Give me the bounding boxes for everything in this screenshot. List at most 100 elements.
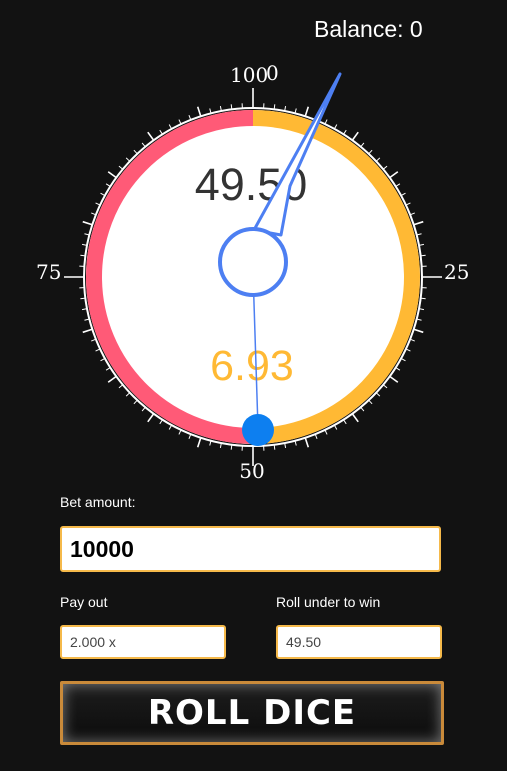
balance-label: Balance:	[314, 16, 404, 42]
dial-tick	[284, 105, 287, 112]
result-pointer-line	[252, 271, 259, 429]
dial-tick	[405, 202, 411, 206]
dial-tick	[133, 399, 138, 405]
dice-dial: 49.50 6.93 100 0 25 50 75	[36, 61, 469, 483]
dial-tick	[178, 429, 182, 435]
dial-tick	[230, 444, 233, 450]
dial-tick	[95, 202, 101, 206]
dial-tick	[420, 254, 426, 257]
dial-tick	[360, 406, 365, 412]
dial-tick	[209, 108, 212, 114]
roll-dice-button[interactable]: ROLL DICE	[60, 681, 444, 745]
dial-tick	[304, 106, 310, 117]
dial-tick	[418, 243, 425, 246]
dial-tick	[382, 165, 388, 170]
dial-tick	[168, 424, 173, 430]
needle-hub[interactable]	[218, 227, 288, 297]
win-range-arc	[252, 110, 420, 444]
dial-tick	[147, 131, 155, 141]
dial-tick	[100, 357, 106, 362]
dial-tick	[405, 348, 411, 352]
dial-tick	[389, 171, 399, 179]
dial-tick	[389, 375, 399, 383]
payout-label: Pay out	[60, 594, 108, 610]
dial-tick	[409, 338, 415, 342]
scale-label-75: 75	[36, 260, 61, 284]
dial-tick	[351, 131, 359, 141]
dial-tick	[196, 437, 202, 448]
dial-tick	[418, 308, 425, 311]
dial-tick	[304, 437, 310, 448]
scale-label-50: 50	[239, 459, 264, 483]
dial-tick	[84, 233, 90, 236]
dial-tick	[375, 392, 381, 397]
dial-tick	[420, 297, 426, 300]
dial-tick	[343, 129, 347, 135]
balance-value: 0	[409, 16, 423, 42]
dial-tick	[118, 384, 124, 389]
dial-tick	[168, 124, 173, 130]
dial-tick	[159, 419, 163, 425]
dial-tick	[273, 444, 276, 450]
dial-tick	[95, 348, 101, 352]
dial-tick	[409, 212, 415, 216]
dial-tick	[375, 157, 381, 162]
dial-tick	[91, 338, 97, 342]
dial-tick	[416, 318, 422, 321]
dial-tick	[196, 106, 202, 117]
dial-tick	[141, 142, 146, 148]
dial-tick	[81, 243, 88, 246]
dial-tick	[368, 399, 373, 405]
dial-tick	[188, 433, 192, 439]
dial-tick	[351, 413, 359, 423]
dial-tick	[84, 318, 90, 321]
dial-tick	[294, 440, 297, 446]
roll-under-input[interactable]	[276, 625, 442, 659]
lose-range-arc	[86, 110, 259, 444]
dial-tick	[107, 375, 117, 383]
dial-tick	[147, 413, 155, 423]
dial-tick	[159, 129, 163, 135]
dial-tick	[413, 328, 424, 334]
dial-tick	[273, 104, 276, 110]
dial-tick	[382, 384, 388, 389]
dial-tick	[219, 442, 222, 449]
dial-tick	[416, 233, 422, 236]
dial-tick	[80, 254, 86, 257]
dial-tick	[82, 328, 93, 334]
dial-tick	[324, 429, 328, 435]
payout-input[interactable]	[60, 625, 226, 659]
bet-amount-label: Bet amount:	[60, 494, 136, 510]
bet-amount-input[interactable]	[60, 526, 441, 572]
scale-label-25: 25	[444, 260, 469, 284]
scale-label-100: 100	[230, 63, 268, 87]
dial-tick	[133, 149, 138, 155]
dial-tick	[284, 442, 287, 449]
dial-tick	[368, 149, 373, 155]
dial-tick	[413, 220, 424, 226]
roll-under-label: Roll under to win	[276, 594, 381, 610]
dial-tick	[400, 192, 406, 197]
dial-tick	[118, 165, 124, 170]
dial-tick	[107, 171, 117, 179]
dial-tick	[105, 183, 111, 187]
dial-tick	[105, 367, 111, 371]
dial-tick	[141, 406, 146, 412]
result-value-text: 6.93	[210, 342, 294, 390]
dial-tick	[81, 308, 88, 311]
result-marker	[242, 414, 274, 446]
dial-tick	[209, 440, 212, 446]
dial-tick	[400, 357, 406, 362]
scale-label-0: 0	[266, 61, 279, 85]
dial-tick	[333, 424, 338, 430]
dial-tick	[125, 157, 131, 162]
dial-tick	[219, 105, 222, 112]
balance-display: Balance: 0	[314, 16, 423, 43]
dial-tick	[395, 367, 401, 371]
dial-tick	[343, 419, 347, 425]
dial-tick	[178, 119, 182, 125]
dial-tick	[230, 104, 233, 110]
dial-tick	[395, 183, 401, 187]
dial-tick	[91, 212, 97, 216]
dial-tick	[80, 297, 86, 300]
